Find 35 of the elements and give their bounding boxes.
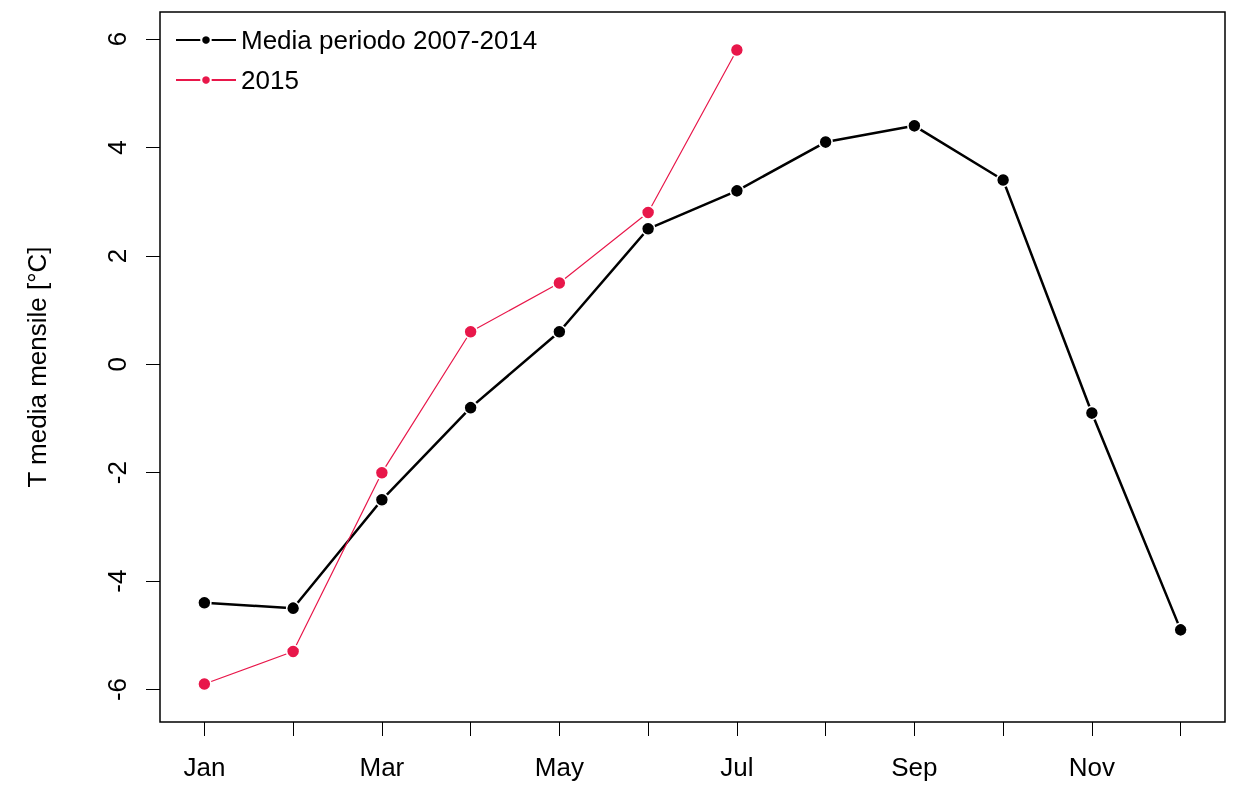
y-tick-label: 2 bbox=[102, 248, 132, 264]
point bbox=[729, 42, 745, 58]
point bbox=[907, 118, 922, 134]
point bbox=[285, 644, 301, 659]
y-tick-label: 4 bbox=[102, 140, 132, 155]
y-tick-label: 0 bbox=[102, 357, 132, 372]
legend-label: Media periodo 2007-2014 bbox=[241, 25, 538, 55]
point bbox=[729, 183, 745, 199]
point bbox=[1173, 622, 1188, 638]
point bbox=[552, 324, 567, 340]
x-tick-label: May bbox=[534, 752, 584, 782]
point bbox=[552, 275, 567, 291]
x-tick-label: Nov bbox=[1068, 752, 1115, 782]
x-tick-label: Mar bbox=[359, 752, 405, 782]
point bbox=[640, 205, 656, 220]
point bbox=[197, 595, 212, 611]
y-tick-label: -6 bbox=[102, 677, 132, 702]
y-tick-label: 6 bbox=[102, 31, 132, 47]
point bbox=[463, 324, 478, 340]
point bbox=[463, 400, 478, 415]
y-tick-label: -4 bbox=[102, 569, 132, 593]
x-tick-label: Jul bbox=[720, 752, 754, 782]
y-axis-title: T media mensile [°C] bbox=[22, 246, 52, 488]
y-tick-label: -2 bbox=[102, 461, 132, 485]
point bbox=[374, 492, 390, 508]
point bbox=[1084, 405, 1100, 421]
point bbox=[374, 465, 390, 480]
x-tick-label: Jan bbox=[183, 752, 226, 782]
point bbox=[995, 172, 1011, 188]
legend-label: 2015 bbox=[241, 65, 299, 95]
point bbox=[640, 221, 656, 237]
x-tick-label: Sep bbox=[891, 752, 938, 782]
point bbox=[197, 676, 212, 692]
point bbox=[285, 600, 301, 616]
point bbox=[818, 134, 833, 150]
